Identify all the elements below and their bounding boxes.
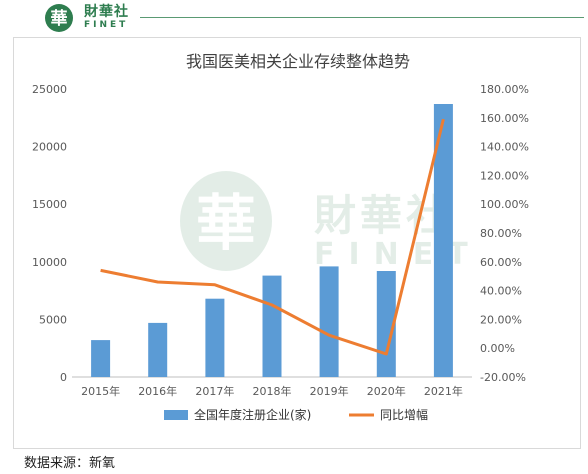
- left-tick-label: 25000: [32, 83, 67, 96]
- bar: [205, 298, 225, 377]
- right-tick-label: 160.00%: [480, 112, 529, 125]
- left-tick-label: 20000: [32, 141, 67, 154]
- bar: [91, 340, 111, 377]
- right-tick-label: 100.00%: [480, 198, 529, 211]
- brand-name-cn: 財華社: [84, 4, 129, 20]
- right-tick-label: 80.00%: [480, 227, 522, 240]
- bar: [376, 271, 396, 377]
- right-tick-label: -20.00%: [480, 371, 526, 384]
- right-tick-label: 0.00%: [480, 342, 515, 355]
- bar: [148, 322, 168, 377]
- legend: 全国年度注册企业(家) 同比增幅: [164, 407, 428, 422]
- chart-title: 我国医美相关企业存续整体趋势: [186, 52, 410, 71]
- left-tick-label: 5000: [39, 313, 67, 326]
- logo-glyph: 華: [51, 9, 68, 29]
- source-note: 数据来源：新氧: [24, 456, 116, 471]
- line-series: [100, 118, 445, 356]
- growth-line: [100, 118, 445, 356]
- left-axis-ticks: 0 5000 10000 15000 20000 25000: [32, 83, 67, 384]
- header-divider: [140, 17, 584, 18]
- x-tick-label: 2021年: [424, 384, 463, 398]
- x-axis-labels: 2015年 2016年 2017年 2018年 2019年 2020年 2021年: [81, 384, 463, 398]
- x-tick-label: 2015年: [81, 384, 120, 398]
- right-tick-label: 60.00%: [480, 256, 522, 269]
- watermark-glyph: 華: [196, 189, 256, 259]
- legend-line-label: 同比增幅: [380, 407, 428, 422]
- left-tick-label: 10000: [32, 256, 67, 269]
- right-axis-ticks: -20.00% 0.00% 20.00% 40.00% 60.00% 80.00% 100.…: [480, 83, 529, 384]
- watermark-seal-icon: [180, 171, 272, 271]
- right-tick-label: 40.00%: [480, 285, 522, 298]
- left-tick-label: 15000: [32, 198, 67, 211]
- right-tick-label: 180.00%: [480, 83, 529, 96]
- legend-bar-swatch: [164, 410, 188, 420]
- bar-series: [91, 104, 453, 377]
- x-tick-label: 2016年: [138, 384, 177, 398]
- right-tick-label: 20.00%: [480, 313, 522, 326]
- bar: [319, 266, 339, 377]
- chart-svg: 華 財華社 FINET 我国医美相关企业存续整体趋势 0 5000 10000 150…: [32, 52, 529, 422]
- right-tick-label: 120.00%: [480, 169, 529, 182]
- chart-container: 華 財華社 FINET 我国医美相关企业存续整体趋势 0 5000 10000 150…: [13, 37, 581, 449]
- brand-name-en: FINET: [84, 20, 129, 30]
- watermark-text-en: FINET: [314, 237, 482, 272]
- brand-header: 華 財華社 FINET: [0, 0, 588, 34]
- x-tick-label: 2017年: [195, 384, 234, 398]
- watermark-text-cn: 財華社: [314, 191, 452, 240]
- x-tick-label: 2020年: [367, 384, 406, 398]
- legend-bar-label: 全国年度注册企业(家): [194, 407, 311, 422]
- x-tick-label: 2019年: [310, 384, 349, 398]
- right-tick-label: 140.00%: [480, 141, 529, 154]
- bar: [433, 104, 453, 377]
- x-tick-label: 2018年: [253, 384, 292, 398]
- bar: [262, 275, 282, 377]
- watermark: 華 財華社 FINET: [180, 171, 482, 272]
- left-tick-label: 0: [60, 371, 67, 384]
- finet-logo-icon: 華: [45, 4, 73, 32]
